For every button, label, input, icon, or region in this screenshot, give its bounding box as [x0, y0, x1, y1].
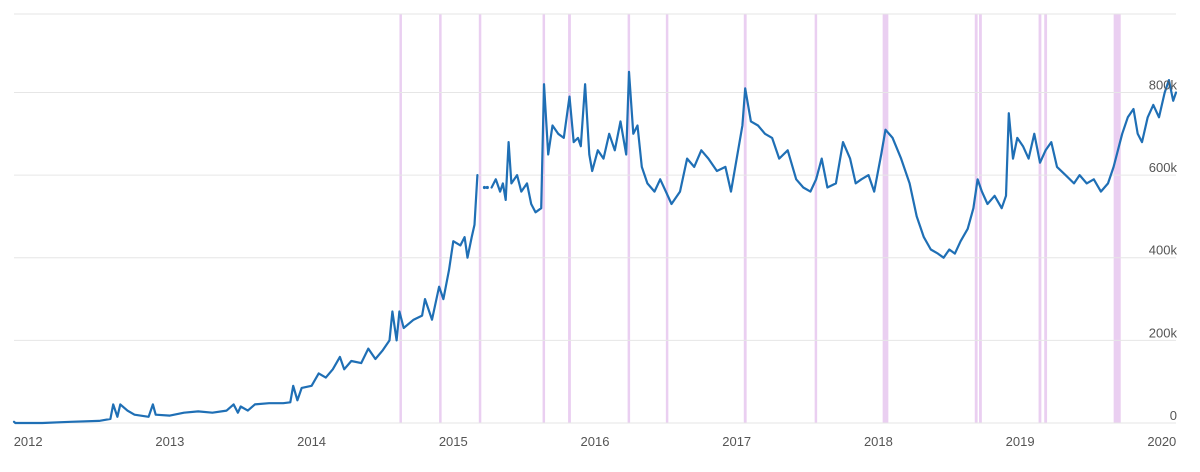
- x-tick-label-1: 2013: [155, 434, 184, 449]
- event-band-10: [974, 14, 978, 423]
- y-tick-label-3: 600k: [1149, 160, 1178, 175]
- x-tick-label-8: 2020: [1147, 434, 1176, 449]
- series-layer: [12, 70, 1178, 425]
- event-band-13: [1044, 14, 1048, 423]
- event-bands: [399, 14, 1121, 423]
- event-band-1: [439, 14, 442, 423]
- event-band-0: [399, 14, 402, 423]
- series-0-segment-1: [490, 70, 1178, 259]
- grid-lines: [14, 13, 1176, 424]
- y-tick-labels: 0 200k 400k 600k 800k: [1149, 77, 1178, 423]
- series-0-segment-0: [12, 174, 479, 425]
- x-tick-label-0: 2012: [14, 434, 43, 449]
- event-band-8: [814, 14, 818, 423]
- x-tick-label-5: 2017: [722, 434, 751, 449]
- event-band-9: [882, 14, 889, 423]
- event-band-5: [627, 14, 631, 423]
- x-tick-label-7: 2019: [1006, 434, 1035, 449]
- y-tick-label-1: 200k: [1149, 325, 1178, 340]
- event-band-12: [1038, 14, 1042, 423]
- y-tick-label-2: 400k: [1149, 243, 1178, 258]
- event-band-4: [568, 14, 571, 423]
- event-band-2: [478, 14, 482, 423]
- x-tick-label-4: 2016: [581, 434, 610, 449]
- y-tick-label-4: 800k: [1149, 77, 1178, 92]
- x-tick-labels: 2012 2013 2014 2015 2016 2017 2018 2019 2020: [14, 434, 1177, 449]
- series-point-0: [482, 185, 487, 190]
- event-band-14: [1113, 14, 1121, 423]
- x-tick-label-2: 2014: [297, 434, 326, 449]
- event-band-11: [979, 14, 982, 423]
- x-tick-label-6: 2018: [864, 434, 893, 449]
- y-tick-label-0: 0: [1170, 408, 1177, 423]
- x-tick-label-3: 2015: [439, 434, 468, 449]
- series-point-1: [485, 185, 489, 190]
- event-band-7: [743, 14, 747, 423]
- event-band-6: [665, 14, 669, 423]
- event-band-3: [542, 14, 546, 423]
